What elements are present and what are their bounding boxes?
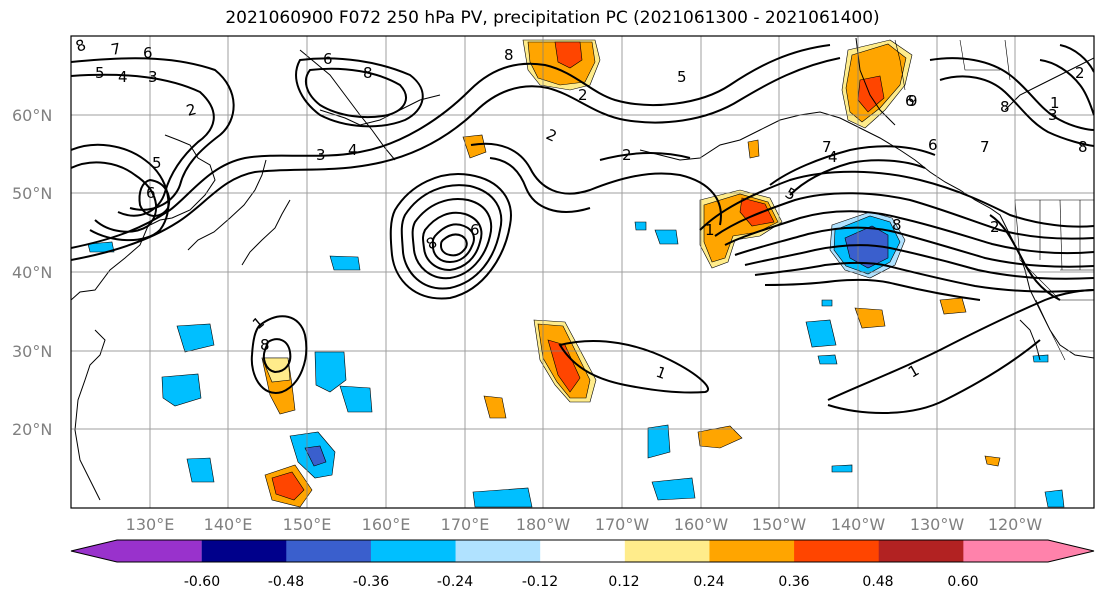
contour-label: 4 xyxy=(828,148,838,166)
colorbar-segment xyxy=(709,540,795,562)
lat-label: 40°N xyxy=(12,263,52,282)
contour-label: 6 xyxy=(323,50,333,68)
colorbar-tick-labels: -0.60 -0.48 -0.36 -0.24 -0.12 0.12 0.24 … xyxy=(184,574,979,590)
contour-label: 2 xyxy=(990,218,1000,236)
colorbar-segment xyxy=(370,540,457,562)
contour-label: 8 xyxy=(260,336,270,354)
lon-label: 140°W xyxy=(831,515,886,534)
colorbar-segment xyxy=(878,540,964,562)
colorbar-outline xyxy=(70,539,1095,563)
lat-label: 60°N xyxy=(12,106,52,125)
contour-label: 8 xyxy=(504,46,514,64)
colorbar-tick-label: 0.48 xyxy=(862,574,893,590)
colorbar-tick-label: -0.48 xyxy=(268,574,304,590)
contour-label: 2 xyxy=(184,100,198,120)
colorbar xyxy=(70,539,1095,563)
contour-label: 8 xyxy=(1000,98,1010,116)
contour-label: 3 xyxy=(1048,106,1058,124)
contour-label: 3 xyxy=(148,68,158,86)
contour-label: 6 xyxy=(928,136,938,154)
lon-label: 160°E xyxy=(362,515,411,534)
colorbar-tick-label: 0.36 xyxy=(778,574,809,590)
contour-label: 2 xyxy=(578,86,588,104)
colorbar-tick-label: -0.24 xyxy=(437,574,473,590)
map-title: 2021060900 F072 250 hPa PV, precipitatio… xyxy=(225,8,880,28)
colorbar-segment xyxy=(794,540,880,562)
lon-label: 160°W xyxy=(674,515,729,534)
contour-label: 7 xyxy=(822,138,832,156)
lat-label: 50°N xyxy=(12,184,52,203)
contour-label: 1 xyxy=(1050,94,1060,112)
colorbar-tick-label: 0.12 xyxy=(608,574,639,590)
lon-label: 150°W xyxy=(752,515,807,534)
lon-label: 170°W xyxy=(595,515,650,534)
contour-label: 1 xyxy=(705,221,715,239)
colorbar-tick-label: -0.12 xyxy=(522,574,558,590)
colorbar-tick-label: 0.60 xyxy=(947,574,978,590)
contour-label: 5 xyxy=(152,154,162,172)
colorbar-segment xyxy=(71,540,202,562)
contour-label: 8 xyxy=(363,64,373,82)
contour-label: 9 xyxy=(908,92,918,110)
contour-label: 2 xyxy=(622,146,632,164)
map-frame xyxy=(70,35,1095,509)
contour-label: 6 xyxy=(905,92,915,110)
colorbar-tick-label: -0.60 xyxy=(184,574,220,590)
longitude-labels: 130°E 140°E 150°E 160°E 170°E 180°W 170°… xyxy=(126,515,1043,534)
lon-label: 170°E xyxy=(441,515,490,534)
contour-label: 8 xyxy=(1078,138,1088,156)
contour-label: 7 xyxy=(110,40,123,59)
contour-label: 4 xyxy=(348,141,358,159)
contour-label: 5 xyxy=(677,68,687,86)
lon-label: 130°W xyxy=(910,515,965,534)
colorbar-tick-label: 0.24 xyxy=(693,574,724,590)
colorbar-segment xyxy=(963,540,1094,562)
lon-label: 120°W xyxy=(988,515,1043,534)
contour-label: 8 xyxy=(892,216,902,234)
contour-label: 6 xyxy=(470,221,480,239)
contour-label: 7 xyxy=(980,138,990,156)
lon-label: 180°W xyxy=(516,515,571,534)
contour-label: 6 xyxy=(143,44,153,62)
contour-label: 3 xyxy=(316,146,326,164)
lon-label: 150°E xyxy=(283,515,332,534)
colorbar-tick-label: -0.36 xyxy=(353,574,389,590)
borders xyxy=(894,39,1094,361)
contour-label: 2 xyxy=(1075,64,1085,82)
lat-label: 30°N xyxy=(12,342,52,361)
lon-label: 140°E xyxy=(204,515,253,534)
lon-label: 130°E xyxy=(126,515,175,534)
colorbar-segment xyxy=(624,540,710,562)
colorbar-segment xyxy=(540,540,626,562)
colorbar-segment xyxy=(201,540,287,562)
lat-label: 20°N xyxy=(12,420,52,439)
contour-label: 5 xyxy=(95,64,105,82)
pv-contours xyxy=(71,44,1094,414)
latitude-labels: 60°N 50°N 40°N 30°N 20°N xyxy=(12,106,52,439)
colorbar-segment xyxy=(286,540,372,562)
colorbar-segment xyxy=(455,540,541,562)
contour-label: 4 xyxy=(118,68,128,86)
gridlines xyxy=(71,36,1094,508)
contour-label: 6 xyxy=(146,184,156,202)
